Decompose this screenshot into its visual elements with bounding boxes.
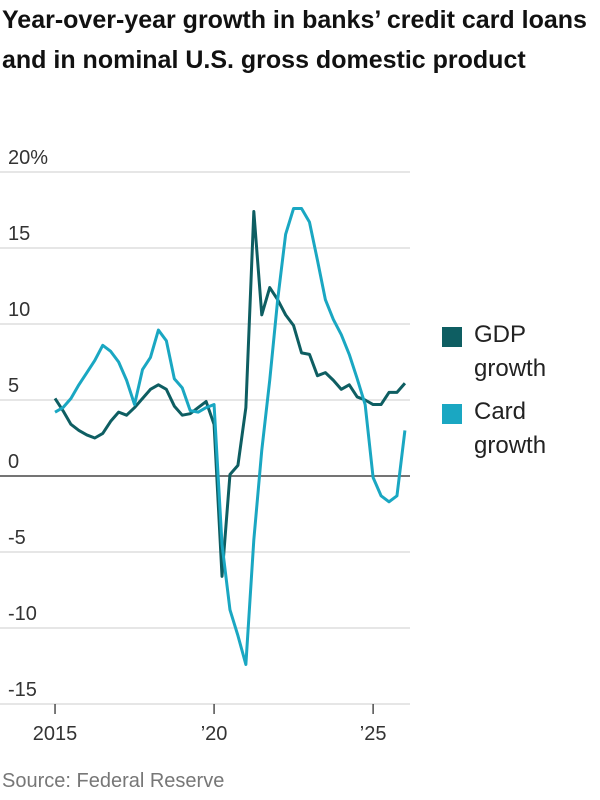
legend-swatch (442, 404, 462, 424)
source-note: Source: Federal Reserve (2, 770, 225, 792)
legend-label: Card growth (474, 398, 547, 459)
chart-title: Year-over-year growth in banks’ credit c… (2, 6, 587, 74)
y-tick-label: 20% (8, 147, 48, 169)
series-line (53, 210, 407, 578)
y-tick-label: 10 (8, 299, 30, 321)
x-tick-label: ’25 (360, 723, 387, 745)
y-tick-label: 5 (8, 375, 19, 397)
x-tick-label: 2015 (33, 723, 78, 745)
y-tick-label: 0 (8, 451, 19, 473)
y-tick-label: -10 (8, 603, 37, 625)
x-tick-label: ’20 (201, 723, 228, 745)
y-tick-label: -15 (8, 679, 37, 701)
series-line (54, 206, 407, 666)
y-tick-label: 15 (8, 223, 30, 245)
legend-swatch (442, 327, 462, 347)
legend-label: GDP growth (474, 321, 547, 382)
y-tick-label: -5 (8, 527, 26, 549)
